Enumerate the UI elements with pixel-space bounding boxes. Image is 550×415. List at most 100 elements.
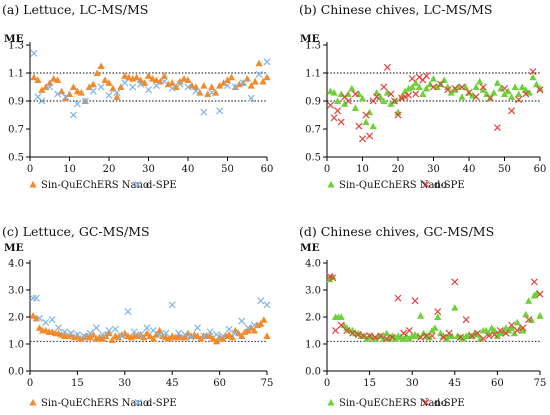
data-point-series-1 bbox=[331, 326, 340, 335]
data-point-series-1 bbox=[354, 331, 362, 339]
data-point-series-1-stroke-2 bbox=[500, 84, 509, 92]
data-point-series-1-stroke-2 bbox=[212, 331, 220, 339]
x-tick-label: 75 bbox=[534, 378, 547, 389]
data-point-series-0 bbox=[228, 333, 236, 341]
data-point-series-1-stroke-2 bbox=[371, 333, 379, 341]
data-point-series-1-stroke-2 bbox=[337, 321, 345, 329]
data-point-series-1 bbox=[366, 332, 374, 340]
data-point-series-1 bbox=[493, 124, 501, 132]
data-point-series-1-stroke-2 bbox=[137, 331, 145, 339]
data-point-series-0 bbox=[358, 94, 367, 102]
data-point-series-1 bbox=[536, 86, 544, 94]
data-point-series-1-stroke-2 bbox=[400, 329, 408, 337]
data-point-series-1-stroke-2 bbox=[439, 333, 447, 341]
data-point-series-1 bbox=[355, 122, 363, 130]
data-point-series-1-stroke-2 bbox=[92, 324, 100, 332]
data-point-series-1 bbox=[373, 93, 381, 101]
data-point-series-1 bbox=[54, 324, 62, 332]
data-point-series-1-stroke-2 bbox=[536, 290, 544, 298]
data-point-series-0 bbox=[337, 313, 345, 321]
data-point-series-1-stroke-2 bbox=[519, 324, 527, 332]
data-point-series-1-stroke-2 bbox=[326, 272, 334, 281]
data-point-series-1-stroke-2 bbox=[54, 90, 62, 98]
data-point-series-0 bbox=[473, 330, 482, 338]
data-point-series-0 bbox=[29, 312, 37, 319]
data-point-series-1 bbox=[529, 68, 537, 76]
data-point-series-1 bbox=[437, 80, 445, 88]
data-point-series-1-stroke-2 bbox=[244, 324, 252, 332]
data-point-series-1 bbox=[388, 333, 396, 341]
data-point-series-1 bbox=[149, 326, 157, 335]
data-point-series-1 bbox=[380, 83, 388, 91]
data-point-series-1 bbox=[187, 333, 195, 341]
data-point-series-0 bbox=[490, 326, 499, 334]
data-point-series-0 bbox=[148, 75, 157, 82]
data-point-series-1-stroke-2 bbox=[513, 326, 521, 335]
data-point-series-1 bbox=[358, 135, 367, 143]
data-point-series-1-stroke-2 bbox=[38, 97, 46, 105]
data-point-series-1 bbox=[160, 77, 168, 85]
data-point-series-1 bbox=[200, 332, 208, 340]
y-tick-label: 1.3 bbox=[305, 41, 321, 52]
data-point-series-0 bbox=[250, 326, 258, 334]
data-point-series-1-stroke-2 bbox=[216, 107, 224, 115]
data-point-series-0 bbox=[121, 72, 129, 79]
data-point-series-1 bbox=[513, 326, 521, 335]
data-point-series-1 bbox=[162, 329, 170, 337]
data-point-series-1 bbox=[111, 325, 119, 333]
data-point-series-1 bbox=[508, 107, 516, 115]
data-point-series-1 bbox=[263, 58, 271, 66]
data-point-series-1 bbox=[219, 332, 227, 340]
data-point-series-1 bbox=[515, 96, 523, 104]
data-point-series-1 bbox=[168, 301, 176, 309]
data-point-series-0 bbox=[431, 324, 439, 331]
data-point-series-0 bbox=[490, 89, 498, 96]
data-point-series-1 bbox=[485, 332, 493, 340]
data-point-series-1-stroke-2 bbox=[434, 308, 442, 316]
data-point-series-0 bbox=[519, 326, 527, 334]
data-point-series-1-stroke-2 bbox=[29, 294, 37, 302]
data-point-series-1 bbox=[408, 75, 416, 83]
y-tick-label: 3.0 bbox=[8, 286, 24, 297]
data-point-series-1 bbox=[337, 118, 345, 126]
data-point-series-0 bbox=[260, 316, 268, 323]
data-point-series-1 bbox=[143, 324, 151, 332]
x-tick-label: 50 bbox=[221, 164, 234, 175]
data-point-series-1 bbox=[263, 301, 271, 309]
data-point-series-0 bbox=[172, 83, 180, 91]
data-point-series-1-stroke-2 bbox=[247, 94, 255, 102]
data-point-series-0 bbox=[146, 332, 154, 339]
data-point-series-0 bbox=[251, 77, 259, 85]
x-tick-label: 30 bbox=[142, 164, 155, 175]
data-point-series-1-stroke-2 bbox=[462, 316, 470, 324]
data-point-series-1-stroke-2 bbox=[451, 84, 459, 92]
data-point-series-1-stroke-2 bbox=[99, 331, 107, 339]
y-tick-label: 4.0 bbox=[8, 259, 24, 270]
data-point-series-0 bbox=[255, 59, 263, 67]
data-point-series-0 bbox=[425, 333, 433, 341]
data-point-series-1-stroke-2 bbox=[69, 111, 77, 119]
data-point-series-0 bbox=[223, 76, 232, 84]
data-point-series-1-stroke-2 bbox=[34, 93, 42, 101]
data-point-series-1 bbox=[411, 297, 419, 305]
data-point-series-0 bbox=[30, 73, 38, 81]
data-point-series-1-stroke-2 bbox=[121, 79, 129, 87]
x-tick-label: 60 bbox=[534, 164, 547, 175]
data-point-series-1 bbox=[434, 308, 442, 316]
data-point-series-1 bbox=[137, 80, 145, 88]
data-point-series-1-stroke-2 bbox=[54, 324, 62, 332]
data-point-series-0 bbox=[181, 333, 189, 341]
data-point-series-0 bbox=[192, 83, 200, 91]
data-point-series-1-stroke-2 bbox=[255, 70, 263, 78]
data-point-series-1-stroke-2 bbox=[525, 316, 533, 324]
data-point-series-0 bbox=[529, 73, 537, 81]
data-point-series-1 bbox=[360, 332, 368, 340]
data-point-series-1-stroke-2 bbox=[80, 332, 88, 340]
data-point-series-1 bbox=[30, 49, 38, 57]
legend-marker-series-1 bbox=[422, 180, 430, 189]
data-point-series-1-stroke-2 bbox=[200, 332, 208, 340]
data-point-series-0 bbox=[46, 79, 54, 86]
data-point-series-0 bbox=[117, 83, 125, 91]
data-point-series-0 bbox=[468, 91, 477, 99]
data-point-series-1-stroke-2 bbox=[143, 324, 151, 332]
